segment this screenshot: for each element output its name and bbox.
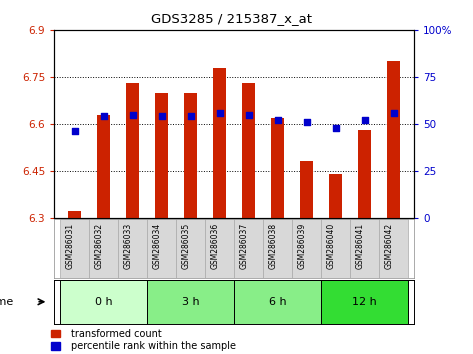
Point [303,119,310,125]
Text: GSM286035: GSM286035 [182,222,191,269]
Bar [97,115,110,218]
Bar [358,130,371,218]
Text: GSM286040: GSM286040 [326,222,336,269]
Text: GSM286039: GSM286039 [298,222,307,269]
Text: 3 h: 3 h [182,297,200,307]
Bar [387,61,400,218]
Point [187,114,194,119]
Text: GSM286036: GSM286036 [210,222,219,269]
Bar [60,219,89,278]
Bar [300,161,313,218]
Bar [234,219,263,278]
Bar [147,219,176,278]
Text: GSM286034: GSM286034 [153,222,162,269]
Point [361,117,368,123]
Bar [329,174,342,218]
Bar [176,219,205,278]
Text: GSM286038: GSM286038 [269,222,278,269]
Point [100,114,107,119]
Text: GDS3285 / 215387_x_at: GDS3285 / 215387_x_at [151,12,312,25]
Point [158,114,166,119]
Bar [126,83,139,218]
Text: 12 h: 12 h [352,297,377,307]
Bar [213,68,226,218]
Point [274,117,281,123]
Bar [147,280,234,324]
Bar [184,93,197,218]
Point [216,110,223,115]
Text: time: time [0,297,14,307]
Text: GSM286042: GSM286042 [385,222,394,269]
Bar [51,342,60,350]
Text: GSM286033: GSM286033 [123,222,132,269]
Bar [350,219,379,278]
Bar [118,219,147,278]
Text: GSM286041: GSM286041 [356,222,365,269]
Point [129,112,136,118]
Bar [205,219,234,278]
Bar [263,219,292,278]
Text: transformed count: transformed count [71,329,162,339]
Point [71,129,79,134]
Bar [68,211,81,218]
Bar [321,219,350,278]
Bar [321,280,408,324]
Bar [292,219,321,278]
Bar [234,280,321,324]
Bar [89,219,118,278]
Bar [379,219,408,278]
Text: GSM286032: GSM286032 [95,222,104,269]
Bar [155,93,168,218]
Bar [51,330,60,337]
Bar [242,83,255,218]
Text: GSM286037: GSM286037 [240,222,249,269]
Bar [60,280,147,324]
Bar [271,118,284,218]
Text: 6 h: 6 h [269,297,287,307]
Point [332,125,340,131]
Text: GSM286031: GSM286031 [66,222,75,269]
Point [245,112,253,118]
Text: percentile rank within the sample: percentile rank within the sample [71,341,236,351]
Text: 0 h: 0 h [95,297,113,307]
Point [390,110,397,115]
